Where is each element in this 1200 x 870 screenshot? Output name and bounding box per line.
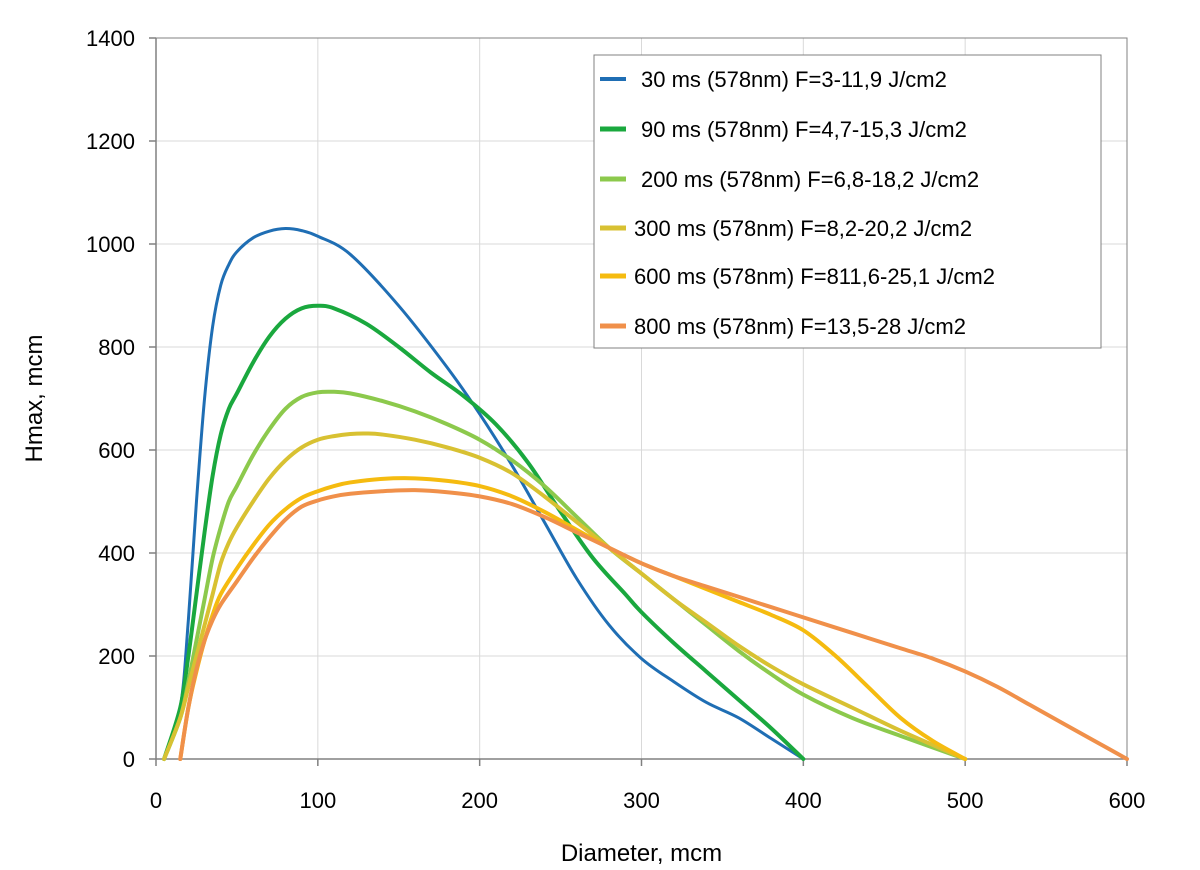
x-tick-label: 200 — [461, 788, 498, 813]
series-line-5 — [178, 476, 968, 761]
series-line-1 — [162, 227, 805, 761]
series-line-3 — [162, 389, 968, 761]
y-tick-label: 1000 — [86, 232, 135, 257]
x-tick-label: 600 — [1109, 788, 1146, 813]
y-tick-label: 800 — [98, 335, 135, 360]
legend-label-1: 30 ms (578nm) F=3-11,9 J/cm2 — [641, 67, 947, 92]
x-axis-title: Diameter, mcm — [561, 840, 722, 867]
y-tick-label: 1200 — [86, 129, 135, 154]
y-tick-label: 200 — [98, 644, 135, 669]
legend-label-5: 600 ms (578nm) F=811,6-25,1 J/cm2 — [634, 264, 995, 289]
x-tick-label: 400 — [785, 788, 822, 813]
y-tick-label: 1400 — [86, 26, 135, 51]
x-tick-label: 500 — [947, 788, 984, 813]
legend-label-2: 90 ms (578nm) F=4,7-15,3 J/cm2 — [641, 117, 967, 142]
y-tick-label: 0 — [123, 747, 135, 772]
legend-box — [593, 54, 1102, 349]
legend-label-6: 800 ms (578nm) F=13,5-28 J/cm2 — [634, 314, 966, 339]
series-line-2 — [162, 303, 806, 761]
series-layer — [162, 227, 1129, 761]
x-tick-label: 0 — [150, 788, 162, 813]
series-line-4 — [162, 431, 968, 761]
legend-label-4: 300 ms (578nm) F=8,2-20,2 J/cm2 — [634, 216, 972, 241]
x-tick-label: 100 — [299, 788, 336, 813]
y-tick-label: 400 — [98, 541, 135, 566]
x-tick-label: 300 — [623, 788, 660, 813]
y-axis-title: Hmax, mcm — [21, 335, 48, 463]
legend: 30 ms (578nm) F=3-11,9 J/cm2 90 ms (578nm… — [593, 54, 1102, 349]
y-tick-label: 600 — [98, 438, 135, 463]
series-line-6 — [178, 488, 1129, 761]
legend-label-3: 200 ms (578nm) F=6,8-18,2 J/cm2 — [641, 167, 979, 192]
